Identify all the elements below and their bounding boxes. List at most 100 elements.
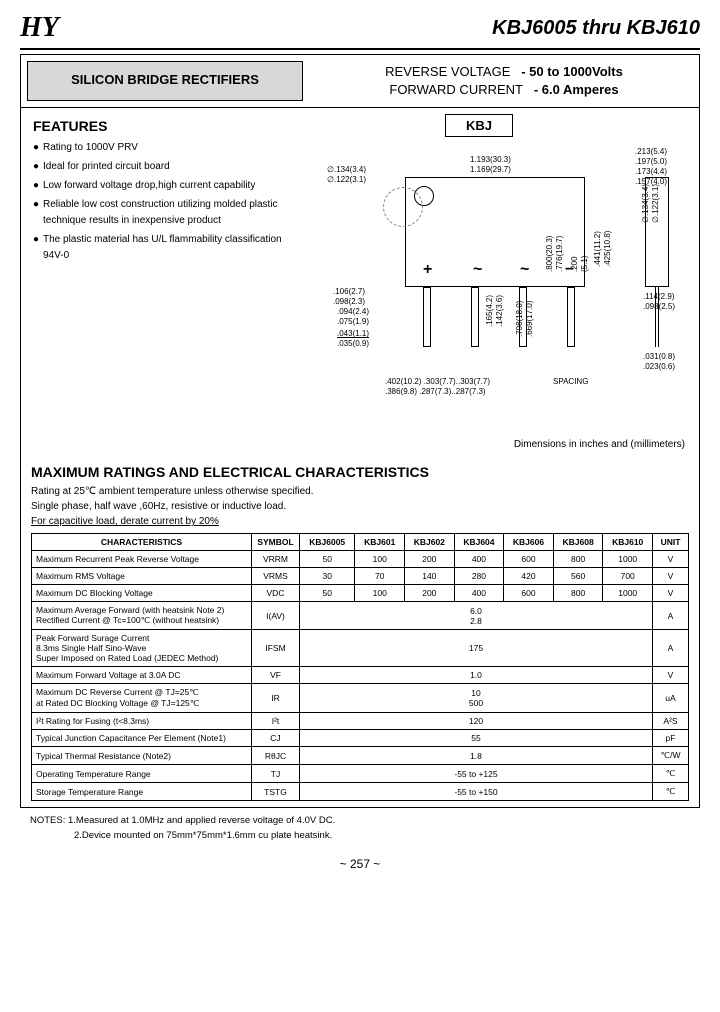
dim: 1.193(30.3) [470, 155, 511, 164]
value-span: -55 to +125 [300, 765, 653, 783]
dim: .386(9.8) .287(7.3)..287(7.3) [385, 387, 486, 396]
features: FEATURES Rating to 1000V PRVIdeal for pr… [21, 108, 309, 458]
value: 200 [405, 551, 455, 568]
value: 140 [405, 568, 455, 585]
value: 50 [300, 585, 355, 602]
dim: .035(0.9) [337, 339, 369, 348]
table-row: Maximum RMS VoltageVRMS30701402804205607… [32, 568, 689, 585]
value-span: 1.0 [300, 667, 653, 684]
symbol: VF [252, 667, 300, 684]
table-row: Maximum Average Forward (with heatsink N… [32, 602, 689, 630]
value-span: 10 500 [300, 684, 653, 713]
table-row: Maximum DC Blocking VoltageVDC5010020040… [32, 585, 689, 602]
col-header: KBJ604 [454, 534, 504, 551]
value-span: 1.8 [300, 747, 653, 765]
logo: HY [20, 12, 59, 44]
dim: .098(2.3) [333, 297, 365, 306]
value-span: 6.0 2.8 [300, 602, 653, 630]
value: 1000 [603, 551, 653, 568]
package-diagram: KBJ ∅.134(3.4) ∅.122(3.1) 1.193(30.3) 1.… [309, 108, 699, 458]
unit: pF [653, 730, 689, 747]
diagram-note: Dimensions in inches and (millimeters) [315, 437, 693, 452]
symbol: TJ [252, 765, 300, 783]
value: 50 [300, 551, 355, 568]
dim: 1.169(29.7) [470, 165, 511, 174]
rv-value: - 50 to 1000Volts [521, 64, 623, 79]
table-row: Operating Temperature RangeTJ-55 to +125… [32, 765, 689, 783]
col-header: KBJ6005 [300, 534, 355, 551]
char-sub3: For capacitive load, derate current by 2… [31, 514, 689, 529]
value-span: 120 [300, 713, 653, 730]
symbol: I²t [252, 713, 300, 730]
symbol: TSTG [252, 783, 300, 801]
char-name: Typical Junction Capacitance Per Element… [32, 730, 252, 747]
dim: .200 [570, 257, 579, 273]
char-name: Typical Thermal Resistance (Note2) [32, 747, 252, 765]
fc-value: - 6.0 Amperes [534, 82, 619, 97]
value: 700 [603, 568, 653, 585]
symbol: IR [252, 684, 300, 713]
dim: .197(5.0) [635, 157, 667, 166]
table-row: Typical Junction Capacitance Per Element… [32, 730, 689, 747]
char-name: Maximum DC Blocking Voltage [32, 585, 252, 602]
dim: .165(4.2) [485, 295, 494, 327]
dim: .669(17.0) [525, 301, 534, 337]
value: 400 [454, 551, 504, 568]
col-header: CHARACTERISTICS [32, 534, 252, 551]
dim: .023(0.6) [643, 362, 675, 371]
char-name: Maximum RMS Voltage [32, 568, 252, 585]
value: 600 [504, 551, 554, 568]
unit: V [653, 568, 689, 585]
dim: .800(20.3) [545, 236, 554, 272]
feature-item: Reliable low cost construction utilizing… [33, 197, 301, 229]
value: 400 [454, 585, 504, 602]
lead [567, 287, 575, 347]
dim: ∅.134(3.4) [327, 165, 366, 174]
unit: V [653, 585, 689, 602]
value: 30 [300, 568, 355, 585]
dim: .098(2.5) [643, 302, 675, 311]
value: 100 [355, 551, 405, 568]
doc-title: KBJ6005 thru KBJ610 [492, 17, 700, 40]
value: 100 [355, 585, 405, 602]
fc-label: FORWARD CURRENT [389, 82, 523, 97]
symbol: VDC [252, 585, 300, 602]
note1: NOTES: 1.Measured at 1.0MHz and applied … [30, 814, 690, 828]
symbol: I(AV) [252, 602, 300, 630]
col-header: KBJ601 [355, 534, 405, 551]
table-row: Storage Temperature RangeTSTG-55 to +150… [32, 783, 689, 801]
dim: .441(11.2) [593, 232, 602, 268]
symbol: CJ [252, 730, 300, 747]
dim: .075(1.9) [337, 317, 369, 326]
pin-ac-icon: ~ [473, 261, 482, 279]
pin-ac-icon: ~ [520, 261, 529, 279]
table-row: Maximum Forward Voltage at 3.0A DCVF1.0V [32, 667, 689, 684]
dim: SPACING [553, 377, 588, 386]
value: 800 [553, 585, 603, 602]
content-box: SILICON BRIDGE RECTIFIERS REVERSE VOLTAG… [20, 54, 700, 808]
ratings-summary: REVERSE VOLTAGE - 50 to 1000Volts FORWAR… [309, 55, 699, 107]
dim: ∅.122(3.1) [327, 175, 366, 184]
char-sub1: Rating at 25℃ ambient temperature unless… [31, 484, 689, 499]
dim: ∅.134(3.4) [641, 184, 650, 223]
table-row: I²t Rating for Fusing (t<8.3ms)I²t120A²S [32, 713, 689, 730]
feature-item: Low forward voltage drop,high current ca… [33, 178, 301, 194]
char-name: Maximum Recurrent Peak Reverse Voltage [32, 551, 252, 568]
rv-label: REVERSE VOLTAGE [385, 64, 510, 79]
unit: A [653, 602, 689, 630]
char-name: Operating Temperature Range [32, 765, 252, 783]
unit: uA [653, 684, 689, 713]
page-number: ~ 257 ~ [20, 857, 700, 871]
diagram-area: ∅.134(3.4) ∅.122(3.1) 1.193(30.3) 1.169(… [315, 137, 693, 437]
dim: .173(4.4) [635, 167, 667, 176]
lead [423, 287, 431, 347]
value: 800 [553, 551, 603, 568]
value: 420 [504, 568, 554, 585]
note2: 2.Device mounted on 75mm*75mm*1.6mm cu p… [30, 829, 690, 843]
table-row: Typical Thermal Resistance (Note2)RθJC1.… [32, 747, 689, 765]
char-name: Maximum Average Forward (with heatsink N… [32, 602, 252, 630]
notes: NOTES: 1.Measured at 1.0MHz and applied … [20, 808, 700, 849]
value: 280 [454, 568, 504, 585]
col-header: KBJ602 [405, 534, 455, 551]
table-row: Peak Forward Surage Current 8.3ms Single… [32, 630, 689, 667]
